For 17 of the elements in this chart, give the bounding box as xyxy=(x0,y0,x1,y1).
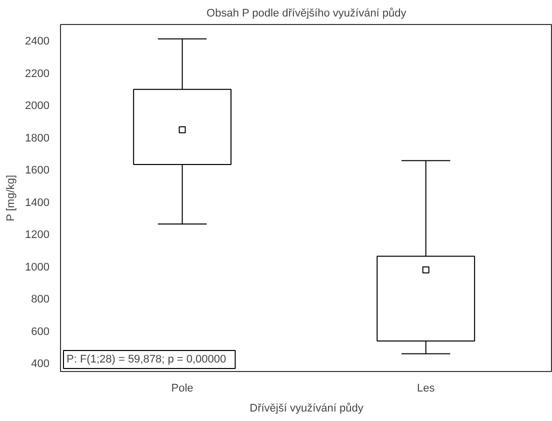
chart-title: Obsah P podle dřívějšího využívání půdy xyxy=(206,8,407,20)
y-tick-label: 2200 xyxy=(25,68,50,80)
y-tick-label: 2400 xyxy=(25,36,50,48)
y-tick-label: 600 xyxy=(31,326,50,338)
y-axis-title: P [mg/kg] xyxy=(5,174,18,222)
x-tick-label: Les xyxy=(416,382,436,394)
annotation: P: F(1;28) = 59,878; p = 0,00000 xyxy=(66,354,226,366)
y-tick-label: 800 xyxy=(31,294,50,306)
y-tick-label: 1600 xyxy=(25,164,50,177)
y-tick-label: 1200 xyxy=(25,229,50,242)
y-tick-label: 1800 xyxy=(25,132,50,144)
y-tick-label: 2000 xyxy=(25,100,50,112)
y-tick-label: 1000 xyxy=(25,261,50,274)
x-axis-title: Dřívější využívání půdy xyxy=(250,402,364,414)
y-tick-label: 1400 xyxy=(25,196,50,209)
y-tick-label: 400 xyxy=(31,358,50,370)
x-tick-label: Pole xyxy=(171,382,194,394)
